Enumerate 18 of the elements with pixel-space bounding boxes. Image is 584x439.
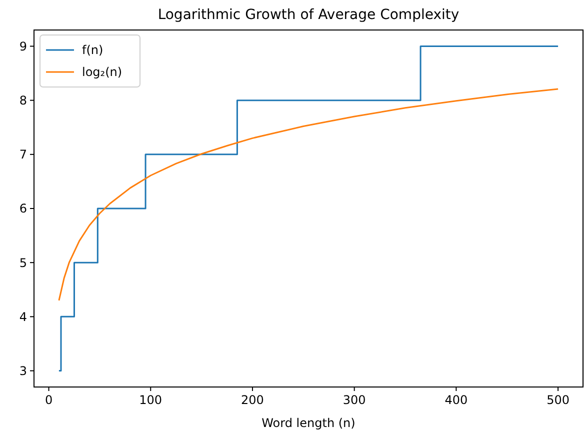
x-tick-label: 200 [241, 393, 264, 407]
chart-title: Logarithmic Growth of Average Complexity [158, 7, 460, 23]
x-tick-label: 0 [44, 393, 53, 407]
y-tick-label: 9 [19, 39, 27, 54]
x-axis-title: Word length (n) [262, 416, 356, 430]
y-tick-label: 7 [19, 148, 27, 162]
y-tick-label: 3 [19, 364, 27, 378]
legend-label: log₂(n) [82, 65, 122, 80]
x-tick-label: 100 [139, 393, 162, 407]
x-tick-label: 300 [342, 393, 366, 407]
line-series [58, 88, 559, 302]
y-tick-label: 8 [19, 94, 27, 108]
x-tick-label: 500 [546, 393, 570, 407]
y-tick-label: 4 [19, 310, 27, 324]
y-tick-label: 5 [19, 256, 27, 270]
legend-label: f(n) [82, 43, 104, 58]
x-tick-label: 400 [444, 393, 468, 407]
y-tick-label: 6 [19, 202, 27, 216]
